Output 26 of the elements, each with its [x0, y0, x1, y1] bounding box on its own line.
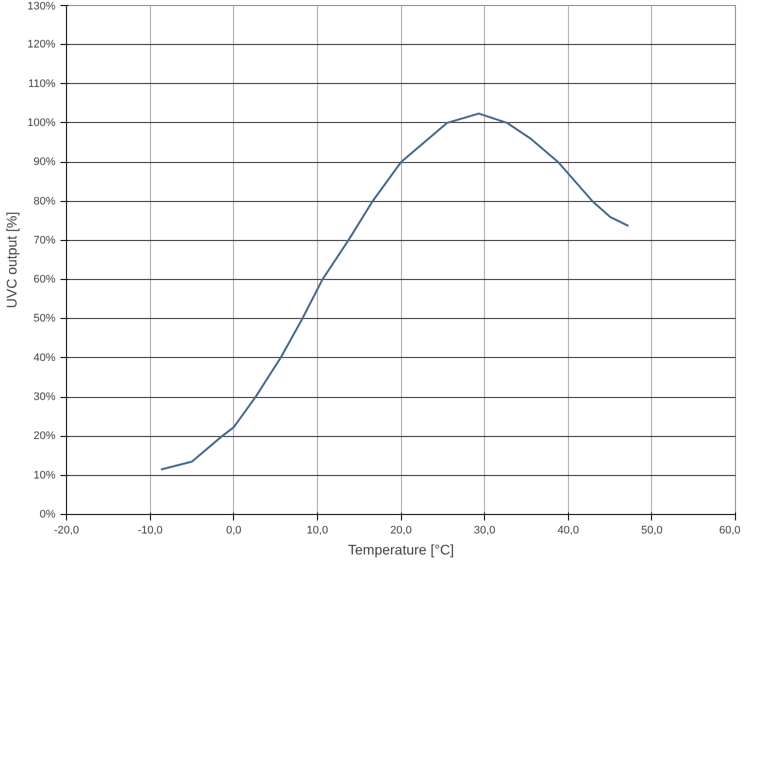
y-tick-label: 40% [33, 352, 56, 364]
y-tick-label: 80% [33, 195, 56, 208]
y-tick-label: 0% [40, 508, 56, 520]
y-tick-label: 20% [33, 430, 56, 442]
y-tick-label: 30% [33, 391, 56, 404]
y-tick-label: 60% [33, 274, 56, 286]
x-tick-label: 60,0 [719, 524, 741, 536]
y-tick-label: 10% [33, 469, 56, 482]
y-tick-label: 120% [27, 38, 56, 51]
y-tick-label: 70% [33, 234, 56, 246]
x-tick-label: 10,0 [306, 524, 328, 536]
x-tick-label: 40,0 [558, 524, 579, 536]
x-tick-label: -20,0 [54, 524, 80, 536]
x-tick-label: 20,0 [390, 524, 412, 536]
y-axis-title: UVC output [%] [3, 212, 20, 308]
x-tick-label: -10,0 [138, 524, 163, 536]
x-tick-label: 0,0 [226, 524, 242, 536]
y-tick-label: 50% [33, 312, 56, 325]
x-tick-label: 30,0 [474, 524, 496, 536]
y-tick-label: 130% [27, 0, 56, 12]
y-tick-label: 100% [27, 116, 56, 129]
x-tick-label: 50,0 [641, 524, 663, 536]
y-tick-label: 90% [33, 156, 56, 168]
x-axis-title: Temperature [°C] [348, 542, 454, 558]
y-tick-label: 110% [28, 78, 56, 90]
line-series [160, 112, 630, 470]
